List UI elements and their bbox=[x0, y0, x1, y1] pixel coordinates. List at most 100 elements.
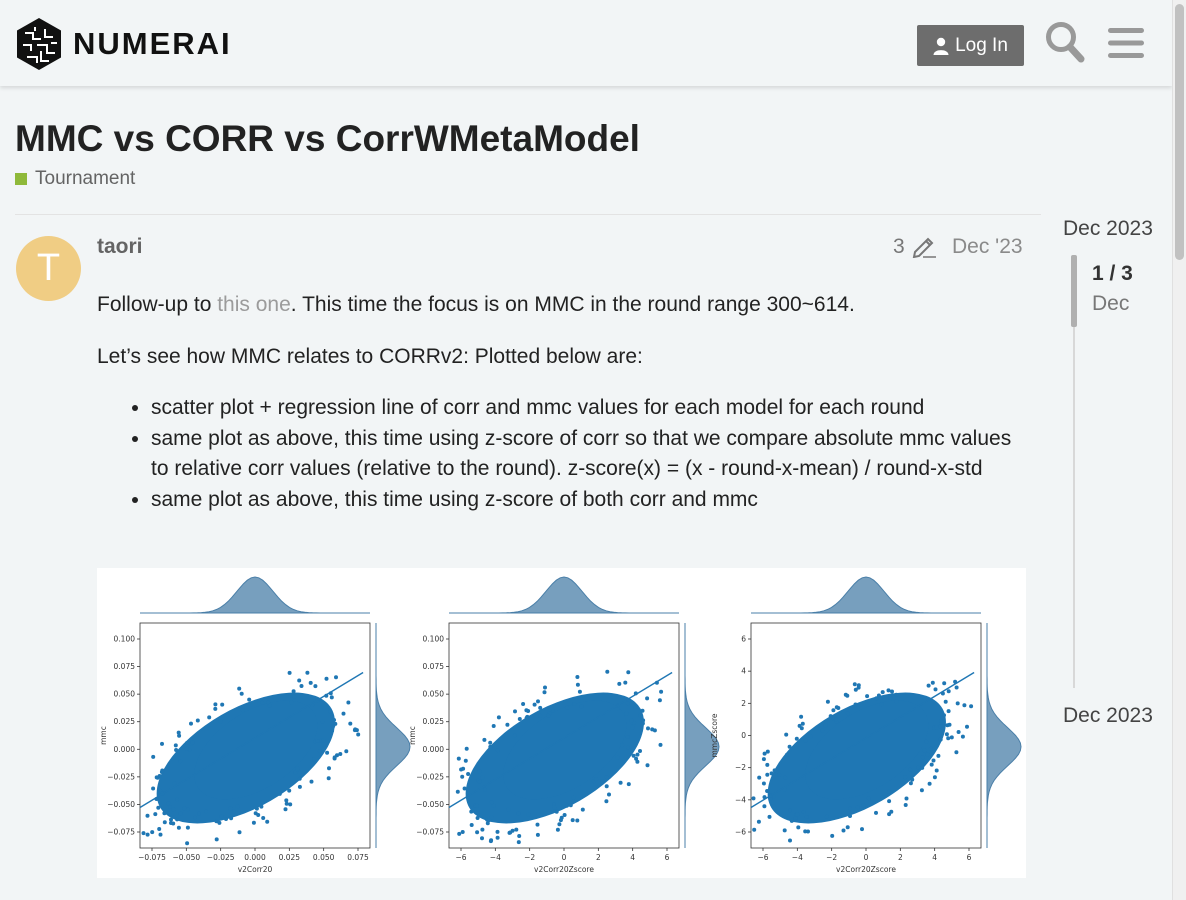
post-date[interactable]: Dec '23 bbox=[952, 235, 1023, 258]
scatter-point bbox=[894, 692, 899, 697]
scatter-point bbox=[348, 721, 353, 726]
scatter-point bbox=[513, 709, 517, 714]
scatter-point bbox=[254, 806, 259, 811]
scatter-point bbox=[795, 812, 800, 817]
scatter-point bbox=[175, 817, 180, 822]
scatter-point bbox=[874, 810, 878, 815]
regression-line bbox=[139, 671, 364, 809]
scatter-point bbox=[456, 756, 461, 761]
scatter-point bbox=[517, 717, 522, 721]
scatter-point bbox=[297, 776, 302, 781]
avatar[interactable]: T bbox=[16, 236, 81, 301]
scatter-point bbox=[154, 775, 159, 780]
topic-title[interactable]: MMC vs CORR vs CorrWMetaModel bbox=[15, 118, 640, 159]
jointplot-panel: −6 −4 −2 0 2 4 6 6 4 2 0 −2 −4 −6 v2Corr20Zscore mmcZsc… bbox=[710, 576, 1022, 874]
scatter-point bbox=[946, 736, 951, 741]
scatter-point bbox=[495, 829, 500, 834]
scatter-point bbox=[176, 730, 181, 735]
y-axis-label: mmcZscore bbox=[710, 713, 719, 757]
scatter-point bbox=[315, 739, 320, 743]
scatter-point bbox=[309, 779, 314, 784]
scatter-point bbox=[455, 789, 460, 794]
scatter-point bbox=[558, 818, 563, 823]
timeline-track[interactable] bbox=[1073, 255, 1075, 688]
scatter-point bbox=[571, 795, 576, 800]
scatter-point bbox=[820, 728, 825, 733]
scatter-point bbox=[886, 688, 891, 693]
scatter-point bbox=[475, 830, 480, 835]
scatter-point bbox=[168, 805, 172, 809]
x-tick-label: 4 bbox=[932, 853, 937, 862]
scatter-point bbox=[828, 714, 833, 719]
timeline-handle[interactable] bbox=[1071, 255, 1077, 327]
search-icon[interactable] bbox=[1044, 20, 1086, 64]
scatter-point bbox=[788, 838, 792, 843]
scatter-point bbox=[261, 816, 266, 820]
scatter-point bbox=[580, 807, 585, 812]
scatter-point bbox=[532, 702, 537, 707]
scatter-point bbox=[761, 781, 766, 786]
right-kde-curve bbox=[986, 623, 1022, 848]
timeline-end-date[interactable]: Dec 2023 bbox=[1063, 704, 1153, 727]
scatter-point bbox=[162, 820, 167, 825]
scatter-point bbox=[575, 818, 580, 823]
y-tick-label: −0.075 bbox=[416, 828, 444, 837]
scatter-point bbox=[855, 805, 860, 810]
scatter-point bbox=[483, 787, 487, 792]
scatter-point bbox=[888, 695, 893, 700]
scatter-point bbox=[145, 813, 150, 818]
y-tick-label: 0.000 bbox=[423, 745, 445, 754]
scatter-point bbox=[524, 708, 529, 713]
scatter-point bbox=[174, 748, 179, 752]
scatter-point bbox=[632, 720, 637, 725]
list-item: same plot as above, this time using z-sc… bbox=[151, 485, 1027, 516]
scatter-point bbox=[150, 830, 155, 835]
reference-link[interactable]: this one bbox=[217, 293, 291, 316]
scatter-point bbox=[305, 670, 310, 675]
page-scrollbar[interactable] bbox=[1172, 0, 1186, 900]
scatter-point bbox=[848, 814, 852, 818]
scatter-point bbox=[852, 682, 857, 687]
scatter-point bbox=[944, 732, 949, 737]
logo-text: NUMERAI bbox=[73, 26, 232, 61]
scatter-point bbox=[635, 752, 640, 757]
scatter-point bbox=[954, 750, 959, 755]
scatter-point bbox=[466, 772, 471, 776]
scatter-point bbox=[765, 749, 770, 754]
scatter-point bbox=[536, 699, 540, 704]
post-username[interactable]: taori bbox=[97, 235, 143, 258]
edit-history-button[interactable]: 3 bbox=[893, 235, 937, 259]
scatter-point bbox=[207, 715, 212, 720]
scatter-point bbox=[237, 830, 242, 835]
scatter-point bbox=[291, 689, 296, 694]
scrollbar-thumb[interactable] bbox=[1175, 4, 1184, 260]
scatter-point bbox=[769, 771, 774, 776]
scatter-point bbox=[332, 718, 336, 722]
x-tick-label: 0 bbox=[562, 853, 567, 862]
scatter-point bbox=[765, 789, 770, 793]
post-image-jointplots[interactable]: −0.075 −0.050 −0.025 0.000 0.025 0.050 0.075 0.… bbox=[97, 568, 1026, 878]
category-badge[interactable]: Tournament bbox=[15, 168, 135, 190]
scatter-point bbox=[924, 739, 929, 744]
scatter-point bbox=[189, 721, 193, 726]
x-tick-label: 0.025 bbox=[279, 853, 301, 862]
scatter-point bbox=[169, 817, 173, 822]
scatter-point bbox=[932, 775, 937, 780]
scatter-point bbox=[572, 702, 577, 706]
timeline-current-date: Dec bbox=[1092, 292, 1130, 315]
scatter-point bbox=[488, 839, 493, 844]
scatter-point bbox=[259, 804, 264, 809]
scatter-point bbox=[197, 811, 201, 816]
scatter-point bbox=[880, 795, 885, 800]
timeline-start-date[interactable]: Dec 2023 bbox=[1063, 217, 1153, 240]
scatter-point bbox=[634, 756, 639, 761]
scatter-point bbox=[521, 702, 526, 706]
scatter-point bbox=[265, 819, 270, 824]
login-button[interactable]: Log In bbox=[917, 25, 1024, 66]
x-tick-label: −0.025 bbox=[207, 853, 235, 862]
scatter-point bbox=[765, 772, 770, 777]
scatter-point bbox=[865, 694, 870, 699]
y-tick-label: 0 bbox=[741, 731, 746, 740]
site-logo[interactable]: NUMERAI bbox=[15, 17, 232, 71]
hamburger-menu-icon[interactable] bbox=[1107, 26, 1145, 60]
